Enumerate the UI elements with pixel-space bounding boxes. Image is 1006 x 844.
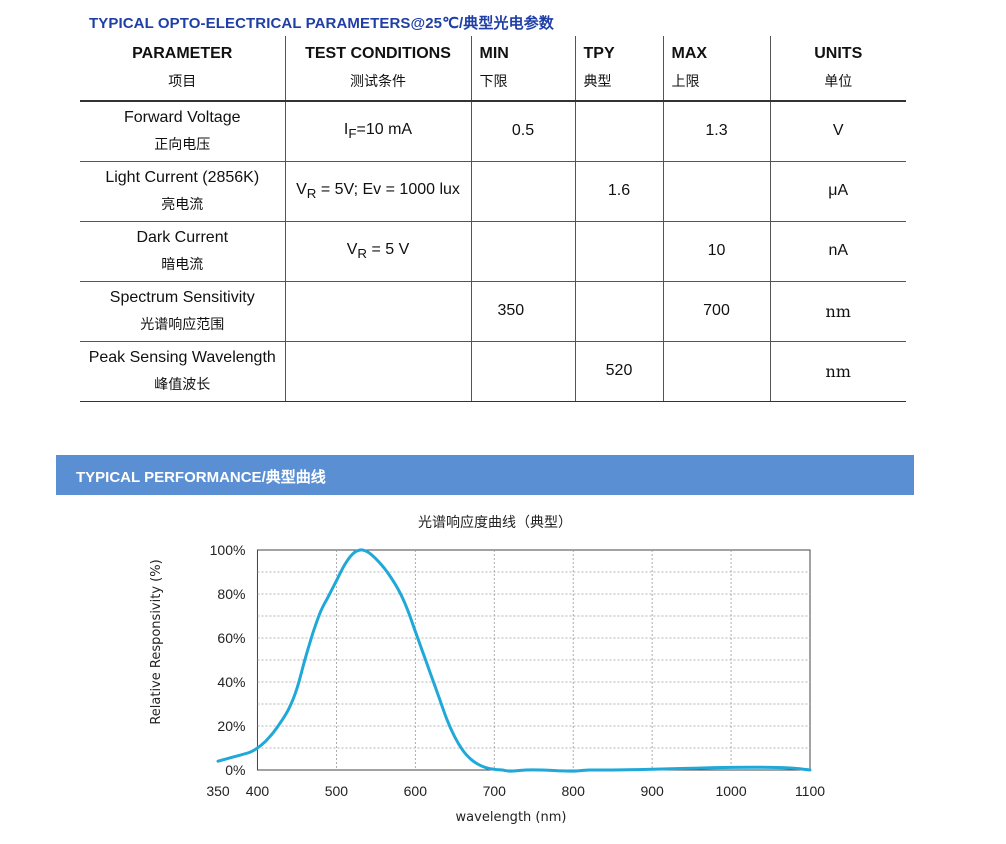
performance-section-title: TYPICAL PERFORMANCE/典型曲线 — [76, 469, 326, 486]
min-cell — [470, 221, 575, 282]
max-cell: 10 — [662, 221, 770, 282]
spectral-response-chart: 光谱响应度曲线（典型） Relative Responsivity (%) wa… — [140, 500, 840, 840]
param-cell: Light Current (2856K) 亮电流 — [80, 161, 285, 222]
x-tick-label: 350 — [206, 783, 230, 799]
table-row-dark-current: Dark Current 暗电流 VR = 5 V 10 nA — [80, 221, 906, 282]
col-header-typ: TPY 典型 — [574, 36, 663, 102]
table-header-row: PARAMETER 项目 TEST CONDITIONS 测试条件 MIN 下限 TP… — [80, 36, 906, 102]
table-row-light-current: Light Current (2856K) 亮电流 VR = 5V; Ev = 1… — [80, 161, 906, 222]
param-cell: Spectrum Sensitivity 光谱响应范围 — [80, 281, 285, 342]
units-cell: V — [769, 101, 906, 162]
x-tick-label: 400 — [246, 783, 270, 799]
min-cell — [470, 341, 575, 402]
min-cell — [470, 161, 575, 222]
condition-cell — [284, 281, 471, 342]
x-tick-label: 1000 — [715, 783, 746, 799]
y-tick-label: 100% — [210, 542, 246, 558]
responsivity-curve — [216, 548, 812, 773]
typ-cell: 1.6 — [574, 161, 663, 222]
col-header-test-conditions: TEST CONDITIONS 测试条件 — [284, 36, 471, 102]
max-cell — [662, 161, 770, 222]
param-cell: Dark Current 暗电流 — [80, 221, 285, 282]
x-tick-label: 700 — [483, 783, 507, 799]
chart-x-axis-label: wavelength (nm) — [456, 810, 567, 825]
parameters-table: PARAMETER 项目 TEST CONDITIONS 测试条件 MIN 下限 TP… — [80, 36, 906, 402]
performance-section-header: TYPICAL PERFORMANCE/典型曲线 — [56, 455, 914, 495]
parameters-title: TYPICAL OPTO-ELECTRICAL PARAMETERS@25℃/典… — [89, 15, 554, 32]
col-header-units: UNITS 单位 — [769, 36, 906, 102]
y-tick-label: 20% — [217, 718, 245, 734]
table-row-forward-voltage: Forward Voltage 正向电压 IF=10 mA 0.5 1.3 V — [80, 101, 906, 162]
min-cell: 350 — [470, 281, 575, 342]
typ-cell — [574, 221, 663, 282]
chart-y-axis-label: Relative Responsivity (%) — [149, 559, 164, 724]
y-tick-label: 40% — [217, 674, 245, 690]
typ-cell — [574, 101, 663, 162]
min-cell: 0.5 — [470, 101, 575, 162]
units-cell: nm — [769, 341, 906, 402]
y-tick-label: 0% — [225, 762, 245, 778]
condition-cell: VR = 5V; Ev = 1000 lux — [284, 161, 471, 222]
x-tick-label: 900 — [640, 783, 664, 799]
y-tick-label: 60% — [217, 630, 245, 646]
chart-title: 光谱响应度曲线（典型） — [418, 514, 572, 531]
units-cell: nA — [769, 221, 906, 282]
x-tick-label: 800 — [562, 783, 586, 799]
condition-cell — [284, 341, 471, 402]
chart-svg: 光谱响应度曲线（典型） Relative Responsivity (%) wa… — [149, 514, 825, 825]
y-tick-label: 80% — [217, 586, 245, 602]
table-row-peak-wavelength: Peak Sensing Wavelength 峰值波长 520 nm — [80, 341, 906, 402]
table-row-spectrum-sensitivity: Spectrum Sensitivity 光谱响应范围 350 700 nm — [80, 281, 906, 342]
x-tick-label: 500 — [325, 783, 349, 799]
max-cell: 700 — [662, 281, 770, 342]
units-cell: μA — [769, 161, 906, 222]
x-tick-label: 600 — [404, 783, 428, 799]
col-header-parameter: PARAMETER 项目 — [80, 36, 285, 102]
units-cell: nm — [769, 281, 906, 342]
condition-cell: IF=10 mA — [284, 101, 471, 162]
col-header-min: MIN 下限 — [470, 36, 575, 102]
typ-cell: 520 — [574, 341, 663, 402]
max-cell — [662, 341, 770, 402]
max-cell: 1.3 — [662, 101, 770, 162]
col-header-max: MAX 上限 — [662, 36, 770, 102]
x-tick-label: 1100 — [795, 783, 825, 799]
param-cell: Peak Sensing Wavelength 峰值波长 — [80, 341, 285, 402]
param-cell: Forward Voltage 正向电压 — [80, 101, 285, 162]
condition-cell: VR = 5 V — [284, 221, 471, 282]
typ-cell — [574, 281, 663, 342]
